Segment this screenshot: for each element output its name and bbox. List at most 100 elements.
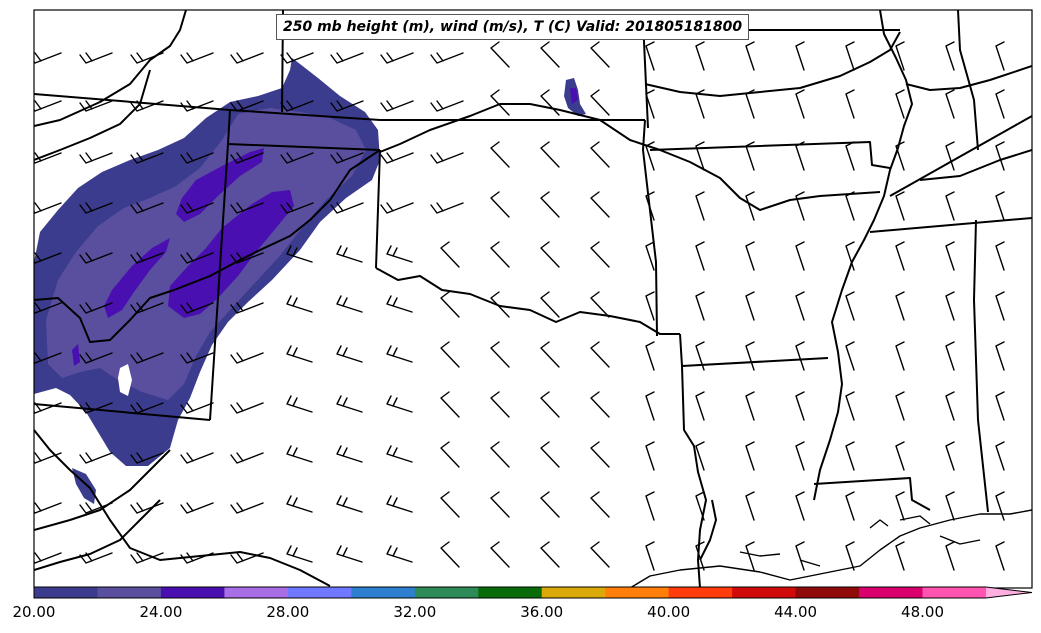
colorbar-segment [351,587,416,598]
wind-barb [945,89,955,119]
wind-barb [540,441,560,468]
wind-barb [590,391,610,418]
wind-barb [845,291,855,321]
colorbar-tick-label: 24.00 [139,603,183,621]
wind-barb [795,89,805,119]
colorbar [33,586,1033,599]
wind-barb [795,291,805,321]
wind-barb [645,141,655,171]
wind-barb [845,141,855,171]
wind-barb [440,341,460,368]
wind-barb [590,89,610,116]
wind-barb [130,452,164,464]
wind-barb [895,191,905,221]
wind-barb [230,352,264,364]
wind-barb [645,191,655,221]
river-ohio [905,65,1032,91]
wind-barb [695,241,705,271]
wind-barb [895,291,905,321]
wind-barb [386,345,413,363]
wind-barb [540,241,560,268]
wind-barb [430,152,464,164]
wind-barb [380,202,414,214]
wind-barb [845,441,855,471]
wind-barb [34,100,62,112]
wind-barb [286,495,313,513]
wind-barb [180,452,214,464]
wind-barb [230,502,264,514]
wind-barb [490,341,510,368]
wind-barb [34,252,62,264]
wind-barb [745,341,755,371]
wind-barb [540,141,560,168]
wind-barb [336,545,363,563]
wind-barb [180,302,214,314]
wind-barb [645,241,655,271]
colorbar-tick-label: 28.00 [266,603,310,621]
temperature-hole [118,364,132,396]
river-red [34,449,171,531]
wind-barb [230,202,264,214]
temperature-patch-nebraska-core [570,88,578,104]
wind-barb [386,445,413,463]
border-oklahoma-west [375,149,381,269]
wind-barb [845,541,855,571]
wind-barb [590,541,610,568]
wind-barb [745,541,755,571]
wind-barb [745,41,755,71]
temperature-band-24-26-south [72,344,80,366]
wind-barb [180,352,214,364]
river-brazos [34,499,161,571]
wind-barb [330,100,364,112]
wind-barb [845,391,855,421]
wind-barb [895,41,905,71]
wind-barb [280,100,314,112]
colorbar-segment [287,587,352,598]
colorbar-segment [97,587,162,598]
wind-barb [286,395,313,413]
wind-barb [490,141,510,168]
wind-barb [430,52,464,64]
river-tennessee [919,149,1032,181]
wind-barb [79,402,113,414]
wind-barb [79,502,113,514]
wind-barb [79,100,113,112]
wind-barb [795,141,805,171]
wind-barb [645,291,655,321]
wind-barb [590,141,610,168]
colorbar-segment [922,587,987,598]
wind-barb [386,495,413,513]
wind-barb [490,391,510,418]
wind-barb [280,52,314,64]
wind-barb [540,341,560,368]
wind-barb [645,441,655,471]
wind-barb [180,152,214,164]
wind-barb [695,541,705,571]
wind-barb [280,152,314,164]
temperature-band-24-26-west [104,238,170,318]
wind-barb [230,100,264,112]
wind-barb [540,491,560,518]
wind-barb [280,202,314,214]
wind-barb [695,141,705,171]
wind-barb [34,552,62,564]
colorbar-segment [478,587,543,598]
wind-barb [336,395,363,413]
wind-barb [995,541,1005,571]
border-kentucky [889,115,1032,197]
wind-barb [540,191,560,218]
border-missouri-arkansas [649,141,891,169]
border-louisiana-mississippi [813,477,931,511]
wind-barb [945,391,955,421]
wind-barb [34,352,62,364]
border-mississippi-alabama [973,219,989,513]
wind-barb [130,502,164,514]
wind-barb [745,441,755,471]
colorbar-tick-label: 32.00 [393,603,437,621]
wind-barb [490,491,510,518]
wind-barb [590,441,610,468]
wind-barb [180,100,214,112]
wind-barb [995,141,1005,171]
wind-barb [695,491,705,521]
wind-barb [79,252,113,264]
